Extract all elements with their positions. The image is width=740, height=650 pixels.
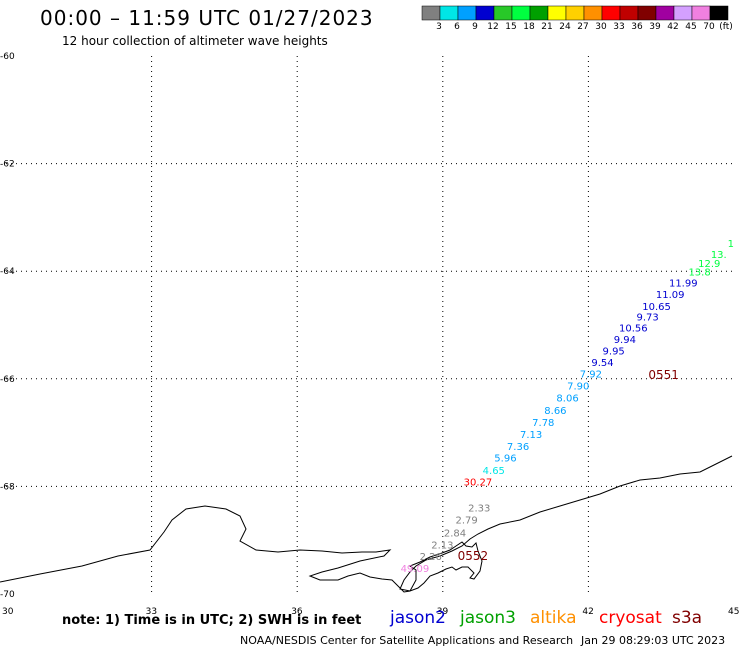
legend-tick: 27 — [577, 22, 589, 32]
wave-height-label: 9.54 — [591, 358, 613, 369]
wave-height-label: 1 — [728, 239, 734, 250]
legend-swatch — [547, 5, 567, 21]
x-axis-label: 42 — [582, 607, 593, 617]
wave-height-label: 12.9 — [698, 259, 720, 270]
legend-swatch — [457, 5, 477, 21]
legend-swatch — [601, 5, 621, 21]
legend-swatch — [565, 5, 585, 21]
legend-tick: 70 — [703, 22, 715, 32]
legend-swatch — [529, 5, 549, 21]
x-axis-label: 45 — [728, 607, 739, 617]
wave-height-label: 9.73 — [637, 313, 659, 324]
legend-swatch — [475, 5, 495, 21]
wave-height-label: 13. — [711, 250, 727, 261]
satellite-label-altika: altika — [530, 608, 577, 628]
legend-tick: 15 — [505, 22, 517, 32]
y-axis-label: -70 — [0, 590, 15, 600]
wave-height-label: 9.94 — [614, 335, 636, 346]
y-axis-label: -68 — [0, 482, 15, 492]
satellite-label-jason2: jason2 — [390, 608, 446, 628]
wave-height-label: 8.06 — [556, 393, 578, 404]
time-labels: 0551 0552 — [458, 368, 679, 563]
y-axis-label: -62 — [0, 160, 15, 170]
legend-tick: 30 — [595, 22, 607, 32]
legend-tick: 33 — [613, 22, 625, 32]
wave-height-label: 7.92 — [580, 370, 602, 381]
wave-height-label: 9.95 — [603, 347, 625, 358]
note-text: note: 1) Time is in UTC; 2) SWH is in fe… — [62, 613, 362, 628]
wave-height-label: 7.90 — [567, 382, 589, 393]
map-subtitle: 12 hour collection of altimeter wave hei… — [62, 34, 328, 48]
wave-height-label: 2.13 — [431, 540, 453, 551]
wave-height-label: 5.96 — [494, 454, 516, 465]
x-axis-label: 30 — [2, 607, 14, 617]
wave-height-labels: 113.12.913.811.9911.0910.659.7310.569.94… — [401, 239, 734, 575]
color-legend-bar — [421, 5, 729, 21]
legend-swatch — [637, 5, 657, 21]
legend-tick: 18 — [523, 22, 535, 32]
wave-height-label: 13.8 — [688, 268, 710, 279]
wave-height-label: 10.65 — [642, 302, 671, 313]
satellite-label-cryosat: cryosat — [599, 608, 662, 628]
wave-height-label: 11.99 — [669, 278, 698, 289]
wave-height-label: 49.09 — [401, 564, 430, 575]
wave-height-label: 4.65 — [483, 466, 505, 477]
wave-height-label: 7.78 — [532, 418, 554, 429]
wave-height-label: 2.79 — [455, 516, 477, 527]
wave-height-label: 11.09 — [656, 290, 685, 301]
x-axis-label: 33 — [146, 607, 157, 617]
time-label: 0552 — [458, 549, 489, 563]
wave-height-label: 7.13 — [520, 430, 542, 441]
legend-tick: 39 — [649, 22, 661, 32]
wave-height-label: 7.36 — [507, 442, 529, 453]
wave-height-label: 2.26 — [420, 552, 442, 563]
wave-height-label: 10.56 — [619, 323, 648, 334]
legend-swatch — [709, 5, 729, 21]
footer-credit: NOAA/NESDIS Center for Satellite Applica… — [240, 634, 574, 647]
legend-swatch — [673, 5, 693, 21]
wave-height-label: 30.27 — [464, 477, 493, 488]
legend-swatch — [583, 5, 603, 21]
legend-tick: 36 — [631, 22, 643, 32]
legend-swatch — [619, 5, 639, 21]
legend-swatch — [511, 5, 531, 21]
legend-tick: 3 — [436, 22, 442, 32]
legend-tick: 42 — [667, 22, 679, 32]
legend-swatch — [421, 5, 441, 21]
x-axis-label: 36 — [291, 607, 303, 617]
legend-tick: 21 — [541, 22, 553, 32]
footer-timestamp: Jan 29 08:29:03 UTC 2023 — [581, 634, 726, 647]
legend-swatch — [493, 5, 513, 21]
legend-tick: 12 — [487, 22, 499, 32]
axis-labels: 30 33 36 39 42 45 -60 -62 -64 -66 -68 -70 — [0, 52, 739, 617]
time-label: 0551 — [648, 368, 679, 382]
y-axis-label: -60 — [0, 52, 15, 62]
legend-swatch — [655, 5, 675, 21]
map-title: 00:00 – 11:59 UTC 01/27/2023 — [40, 6, 374, 30]
satellite-label-jason3: jason3 — [460, 608, 516, 628]
wave-height-label: 8.66 — [544, 406, 566, 417]
y-axis-label: -66 — [0, 375, 15, 385]
legend-tick: 9 — [472, 22, 478, 32]
satellite-label-s3a: s3a — [672, 608, 703, 628]
legend-swatch — [439, 5, 459, 21]
antarctic-coastline — [0, 455, 733, 593]
wave-height-label: 2.33 — [468, 504, 490, 515]
wave-height-label: 2.84 — [444, 528, 466, 539]
x-axis-label: 39 — [437, 607, 449, 617]
legend-swatch — [691, 5, 711, 21]
legend-tick: 45 — [685, 22, 697, 32]
legend-tick: 24 — [559, 22, 571, 32]
legend-tick: 6 — [454, 22, 460, 32]
y-axis-label: -64 — [0, 267, 15, 277]
legend-tick: (ft) — [719, 22, 733, 32]
